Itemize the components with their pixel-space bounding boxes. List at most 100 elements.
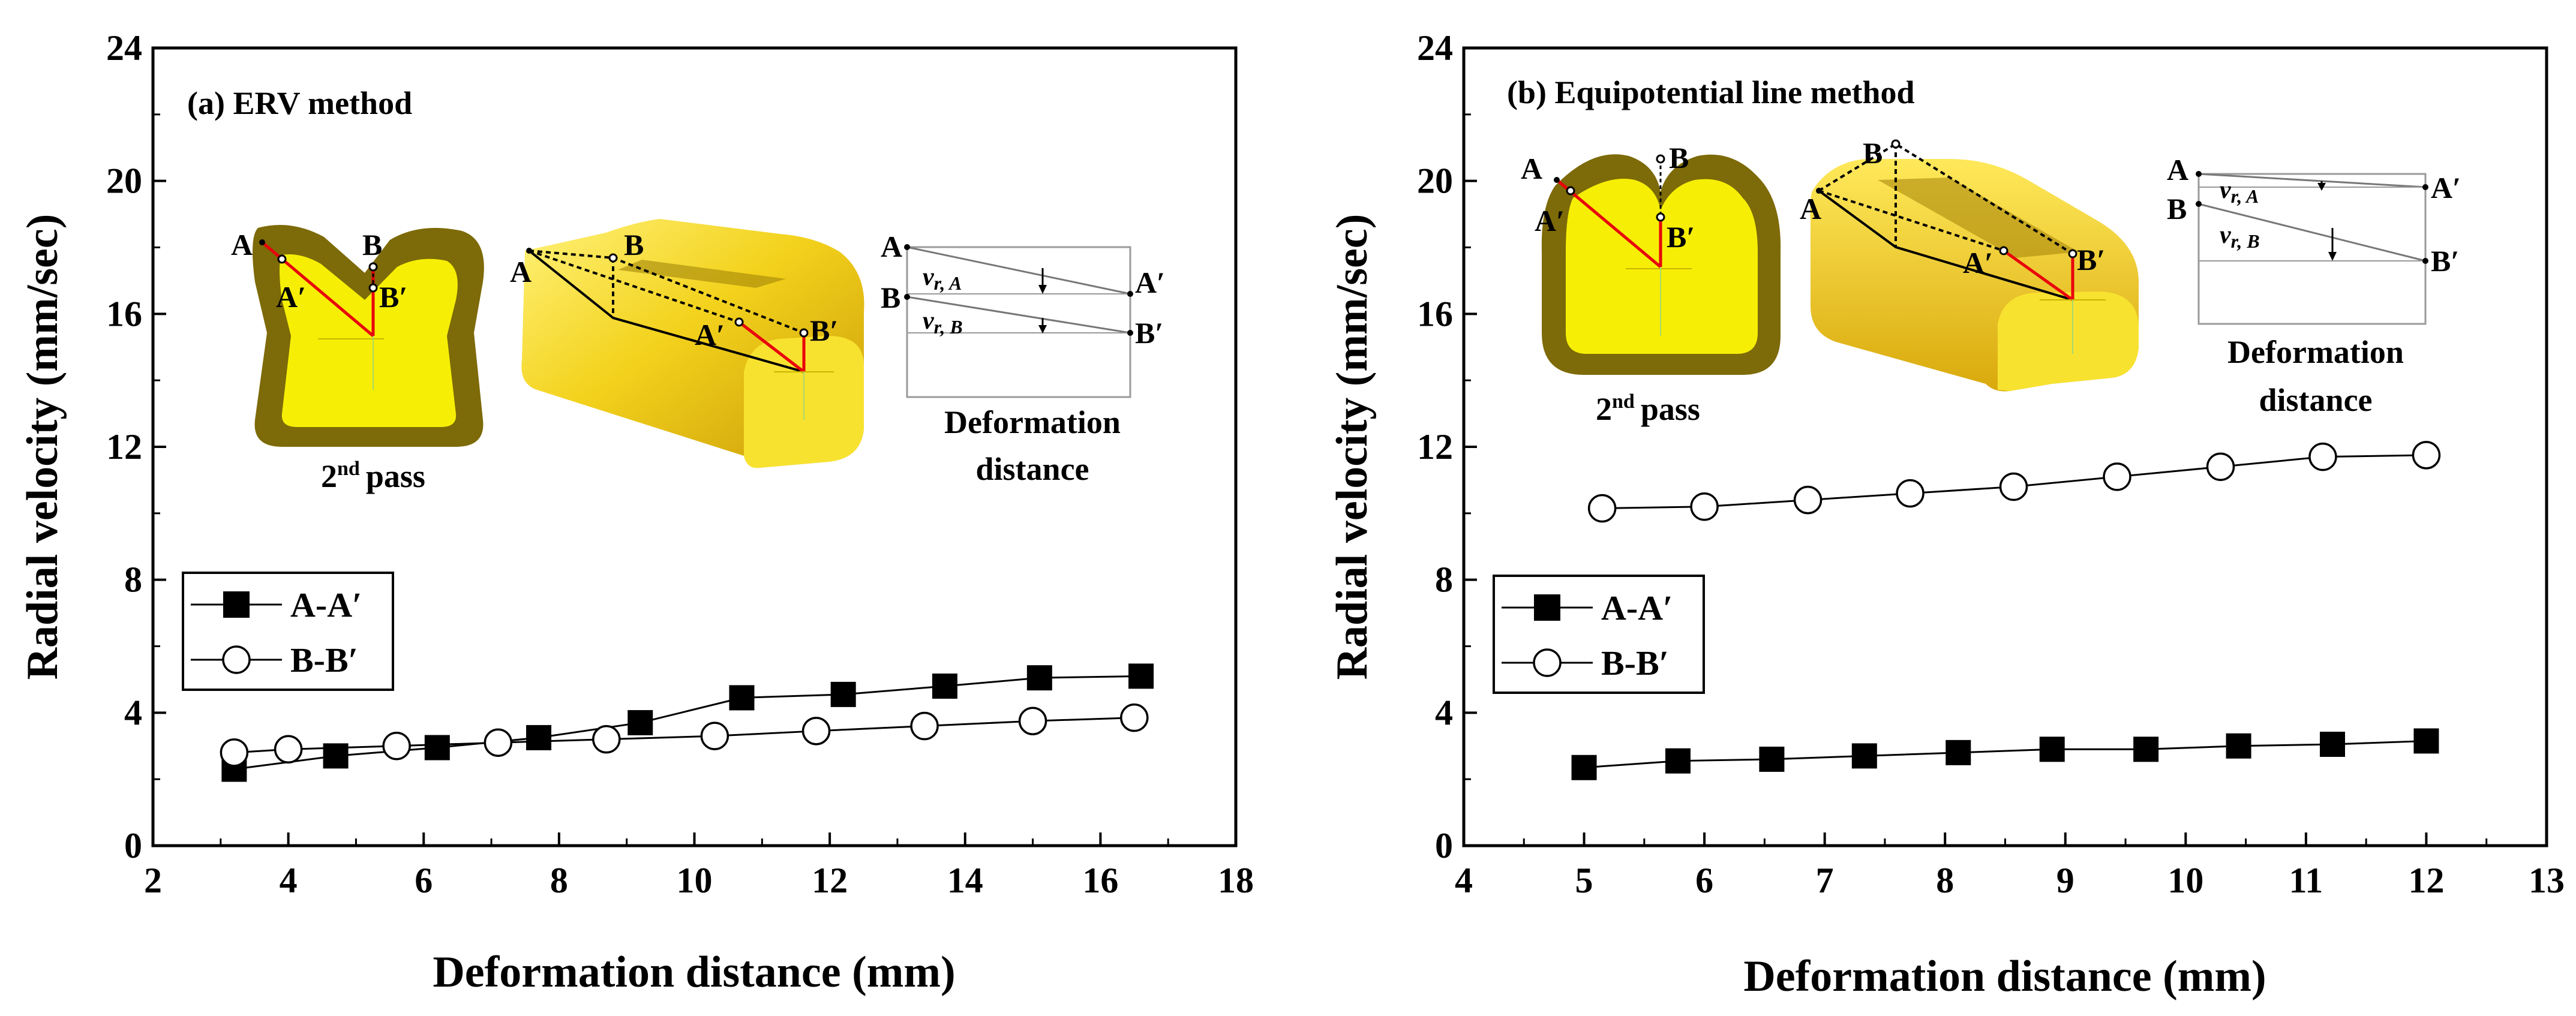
- panel-a-series-b-point: [700, 722, 729, 750]
- panel-b-series-a-point: [1571, 755, 1597, 780]
- panel-a-3d-label-a: A: [510, 255, 532, 288]
- panel-a-schematic-label-a: A: [881, 230, 902, 263]
- panel-b-legend: A-A′ B-B′: [1493, 575, 1705, 694]
- panel-b-series-a-line: [1584, 740, 2427, 769]
- panel-a-y-tick-label: 24: [106, 28, 142, 68]
- panel-a-series-a-point: [424, 735, 450, 761]
- panel-a-y-tick-label: 0: [124, 826, 142, 865]
- panel-a-legend-entry-a: A-A′: [191, 585, 362, 624]
- panel-b-series-a-point: [2039, 737, 2065, 762]
- panel-b-legend-box: [1493, 575, 1705, 694]
- panel-b-series-a-point: [1945, 740, 1971, 765]
- panel-b-schematic-label-a-prime: A′: [2431, 171, 2461, 205]
- panel-a-inset-label-b: B: [362, 228, 382, 261]
- panel-a-series-a-point: [1128, 663, 1154, 689]
- panel-a-x-tick-label: 14: [947, 861, 983, 900]
- panel-a-legend-box: [182, 572, 394, 691]
- panel-b-schematic-label-b: B: [2167, 192, 2187, 226]
- panel-a-inset-label-a: A: [231, 228, 253, 261]
- panel-b-cross-section-drawing: [1541, 154, 1781, 375]
- panel-b-legend-label-b: B-B′: [1601, 644, 1669, 683]
- panel-b-x-tick-label: 4: [1455, 861, 1473, 900]
- panel-a-velocity-label-b: vr, B: [923, 307, 963, 338]
- panel-a-series-a-point: [932, 674, 957, 699]
- panel-b-series-b-point: [2308, 442, 2337, 471]
- panel-b-y-tick-label: 24: [1417, 28, 1453, 68]
- panel-b-series-b-point: [1587, 494, 1617, 523]
- panel-a-series-b-point: [382, 732, 411, 761]
- panel-b-y-tick-labels: 0 4 8 12 16 20 24: [1417, 28, 1453, 865]
- panel-b-series-a-point: [2320, 731, 2346, 757]
- panel-b-3d-label-a: A: [1800, 192, 1821, 226]
- panel-a-schematic-caption-2: distance: [976, 451, 1089, 487]
- panel-b-legend-label-a: A-A′: [1601, 588, 1673, 627]
- panel-b-x-tick-label: 5: [1575, 861, 1593, 900]
- panel-a-schematic-drawing: [904, 244, 1133, 398]
- panel-b-inset-label-a: A: [1521, 152, 1542, 185]
- panel-a-x-tick-labels: 2 4 6 8 10 12 14 16 18: [144, 861, 1254, 900]
- panel-b-series-a-point: [1851, 743, 1877, 769]
- panel-a-y-tick-label: 4: [124, 693, 142, 732]
- panel-b-x-axis-label: Deformation distance (mm): [1743, 952, 2266, 1001]
- panel-b-inset-pass-caption: 2nd pass: [1596, 390, 1700, 427]
- panel-b-x-tick-label: 7: [1816, 861, 1834, 900]
- panel-a-3d-label-b: B: [624, 228, 644, 261]
- panel-a-series-b-point: [910, 711, 939, 741]
- panel-b-legend-entry-b: B-B′: [1502, 644, 1669, 683]
- panel-b-3d-label-b: B: [1863, 136, 1883, 170]
- panel-a-ticks: [152, 47, 1237, 847]
- panel-b-x-tick-label: 12: [2408, 861, 2444, 900]
- panel-a-y-tick-label: 20: [106, 161, 142, 201]
- panel-b-series-b-point: [2412, 441, 2441, 470]
- panel-a-series: [220, 663, 1154, 782]
- panel-a-cross-section-drawing: [253, 225, 484, 447]
- panel-b-x-tick-label: 9: [2056, 861, 2074, 900]
- panel-b-series-b-point: [1896, 479, 1925, 508]
- panel-b-series-a-point: [1759, 746, 1785, 772]
- panel-a-x-tick-label: 4: [280, 861, 298, 900]
- panel-b-title: (b) Equipotential line method: [1507, 74, 1915, 110]
- panel-a-schematic-label-b: B: [881, 281, 900, 314]
- panel-a-series-b-point: [592, 725, 621, 754]
- panel-a-y-tick-labels: 0 4 8 12 16 20 24: [106, 28, 142, 865]
- panel-b-inset-label-a-prime: A′: [1535, 204, 1565, 238]
- panel-a-series-a-point: [830, 681, 856, 707]
- panel-a-series-b-point: [220, 738, 249, 767]
- panel-b-y-tick-label: 0: [1435, 826, 1453, 865]
- panel-a-x-axis-label: Deformation distance (mm): [433, 948, 955, 997]
- panel-a-inset-pass-caption: 2nd pass: [321, 458, 425, 494]
- panel-a-schematic-label-b-prime: B′: [1135, 316, 1163, 350]
- panel-a-x-tick-label: 12: [812, 861, 848, 900]
- panel-a-series-b-point: [1018, 707, 1047, 735]
- panel-a-series-b-line: [234, 717, 1134, 754]
- panel-b-schematic-caption-1: Deformation: [2227, 334, 2404, 370]
- panel-a-inset-label-a-prime: A′: [276, 280, 306, 314]
- panel-a-x-tick-label: 8: [550, 861, 568, 900]
- panel-a-y-tick-label: 16: [106, 294, 142, 333]
- panel-b-series-a-point: [2226, 733, 2251, 759]
- panel-b-x-tick-label: 10: [2167, 861, 2203, 900]
- panel-a-legend: A-A′ B-B′: [182, 572, 394, 691]
- panel-b-x-tick-labels: 4 5 6 7 8 9 10 11 12 13: [1455, 861, 2565, 900]
- panel-a-x-tick-label: 2: [144, 861, 162, 900]
- panel-b-y-tick-label: 4: [1435, 693, 1453, 732]
- panel-b-x-tick-label: 13: [2529, 861, 2565, 900]
- panel-a-y-axis-label: Radial velocity (mm/sec): [18, 214, 67, 680]
- panel-b-series-a-point: [2133, 737, 2159, 762]
- panel-a-3d-label-b-prime: B′: [810, 314, 838, 347]
- panel-a-y-tick-label: 12: [106, 427, 142, 467]
- panel-a-legend-label-a: A-A′: [290, 585, 362, 624]
- panel-b-series-b-point: [2206, 452, 2235, 481]
- panel-b-schematic-label-a: A: [2167, 153, 2188, 187]
- panel-b-series-b-point: [1793, 485, 1823, 515]
- panel-b-x-tick-label: 6: [1695, 861, 1713, 900]
- panel-b-schematic-caption-2: distance: [2259, 382, 2373, 418]
- panel-a-schematic-caption-1: Deformation: [944, 404, 1121, 440]
- panel-a-x-tick-label: 6: [415, 861, 433, 900]
- panel-b-legend-entry-a: A-A′: [1502, 588, 1673, 627]
- panel-a-inset: A B A′ B′ 2nd pass A: [231, 219, 1165, 494]
- panel-b-series-b-point: [1690, 492, 1719, 521]
- panel-b-inset-label-b-prime: B′: [1667, 220, 1695, 254]
